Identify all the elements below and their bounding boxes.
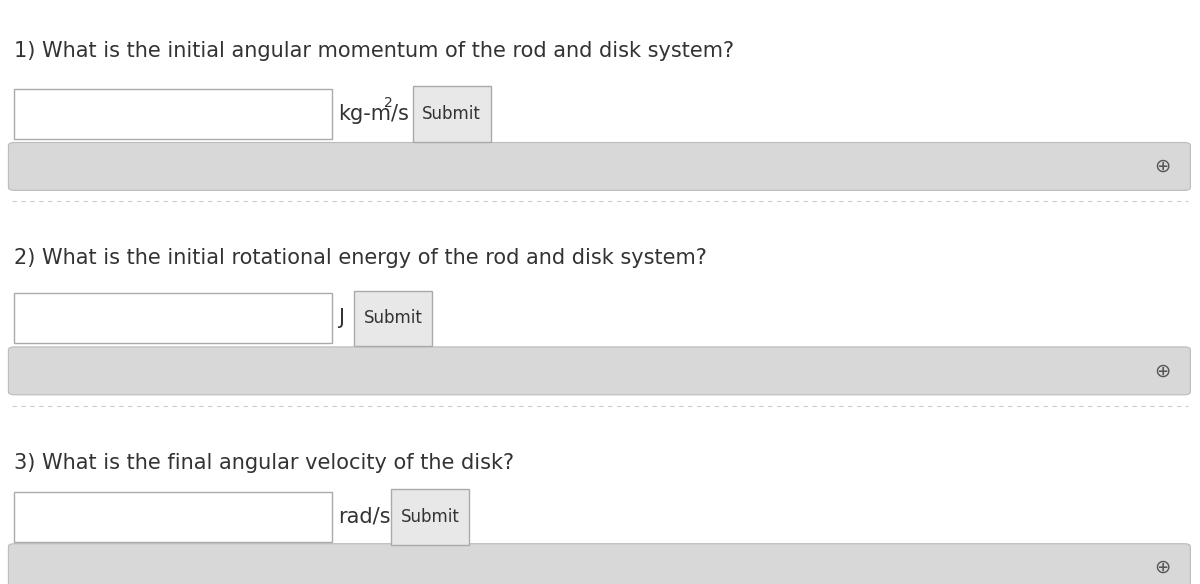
Text: ⊕: ⊕: [1154, 558, 1171, 577]
Text: J: J: [338, 308, 344, 328]
Text: 2: 2: [384, 96, 392, 110]
Text: rad/s: rad/s: [338, 507, 391, 527]
FancyBboxPatch shape: [391, 489, 469, 544]
Text: ⊕: ⊕: [1154, 361, 1171, 380]
Text: Submit: Submit: [401, 508, 460, 526]
FancyBboxPatch shape: [354, 290, 432, 346]
FancyBboxPatch shape: [14, 89, 332, 139]
FancyBboxPatch shape: [8, 544, 1190, 584]
FancyBboxPatch shape: [8, 142, 1190, 190]
Text: 2) What is the initial rotational energy of the rod and disk system?: 2) What is the initial rotational energy…: [14, 248, 707, 268]
FancyBboxPatch shape: [8, 347, 1190, 395]
Text: kg-m: kg-m: [338, 104, 391, 124]
Text: 1) What is the initial angular momentum of the rod and disk system?: 1) What is the initial angular momentum …: [14, 41, 734, 61]
FancyBboxPatch shape: [413, 86, 491, 141]
Text: 3) What is the final angular velocity of the disk?: 3) What is the final angular velocity of…: [14, 453, 515, 472]
Text: Submit: Submit: [364, 310, 422, 327]
Text: /s: /s: [391, 104, 409, 124]
Text: Submit: Submit: [422, 105, 481, 123]
FancyBboxPatch shape: [14, 492, 332, 542]
Text: ⊕: ⊕: [1154, 157, 1171, 176]
FancyBboxPatch shape: [14, 293, 332, 343]
